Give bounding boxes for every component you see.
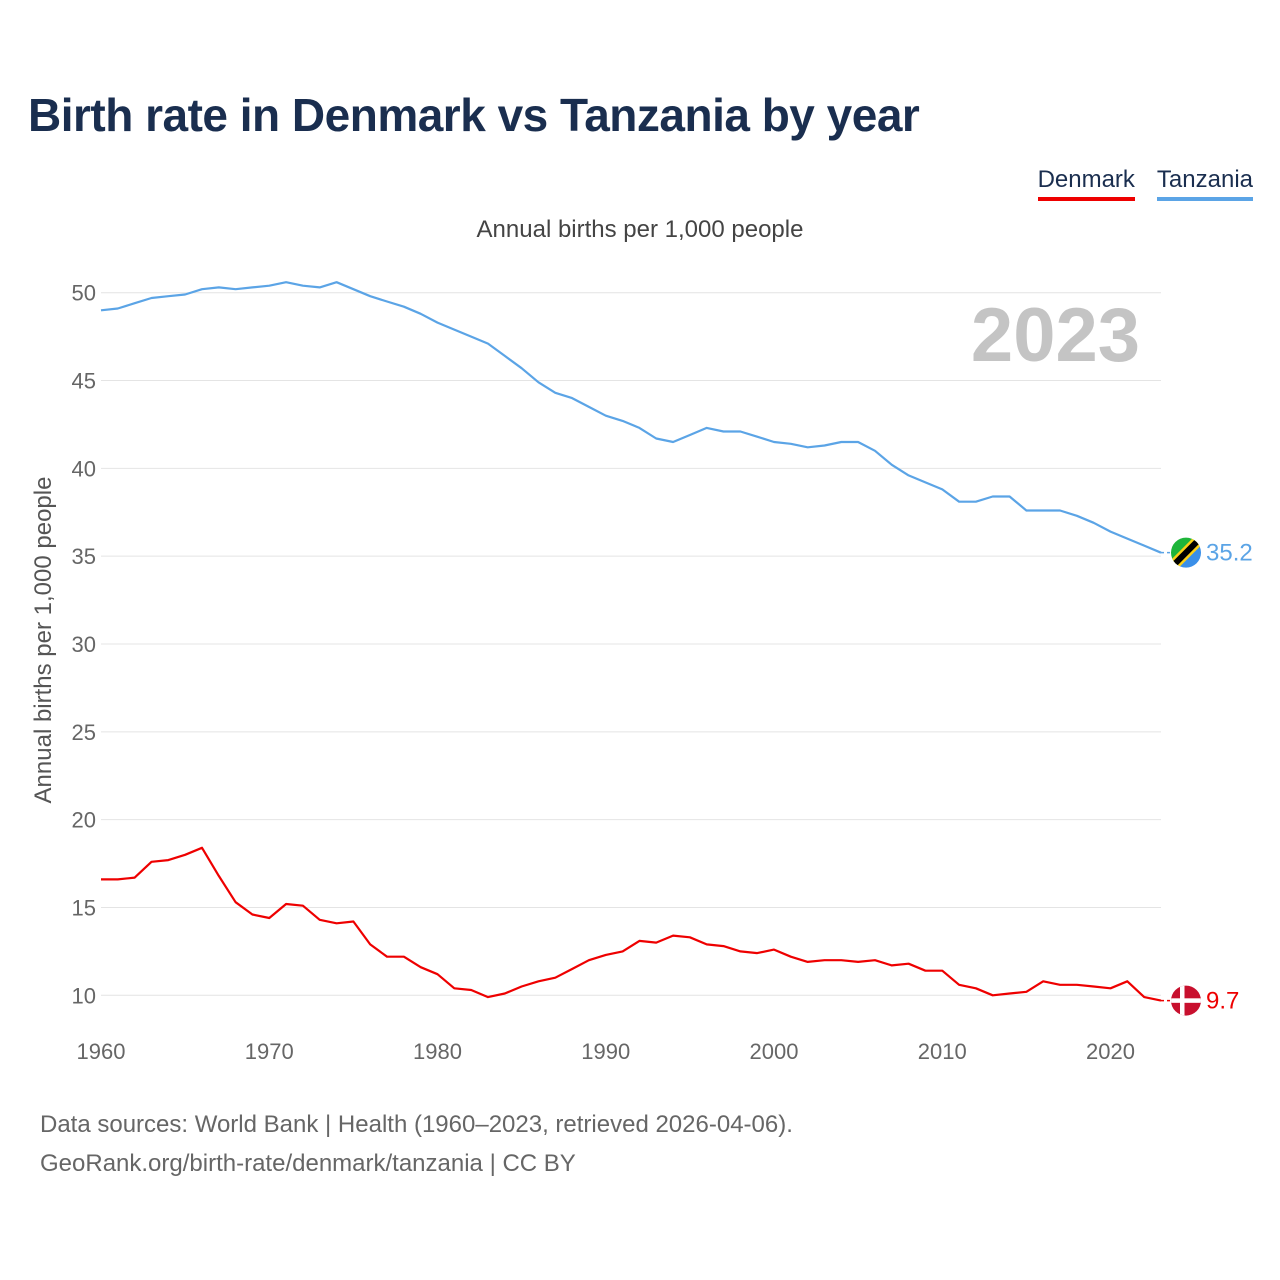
data-source-note: Data sources: World Bank | Health (1960–… <box>40 1111 793 1138</box>
y-axis-label: Annual births per 1,000 people <box>30 477 57 804</box>
y-tick-label: 40 <box>72 456 96 481</box>
x-tick-label: 1960 <box>77 1039 126 1064</box>
end-markers: 9.7 35.2 <box>1161 537 1253 1016</box>
x-tick-label: 2000 <box>750 1039 799 1064</box>
chart-title: Birth rate in Denmark vs Tanzania by yea… <box>28 89 920 141</box>
y-tick-label: 20 <box>72 808 96 833</box>
y-tick-label: 50 <box>72 281 96 306</box>
y-tick-label: 15 <box>72 895 96 920</box>
line-chart: 10 15 20 25 30 35 40 45 50 1960 1970 1980 1990 2000 2… <box>30 281 1253 1064</box>
y-tick-label: 45 <box>72 369 96 394</box>
x-tick-label: 1970 <box>245 1039 294 1064</box>
y-tick-label: 10 <box>72 983 96 1008</box>
footer: Data sources: World Bank | Health (1960–… <box>40 1105 793 1183</box>
legend-item-denmark[interactable]: Denmark <box>1037 166 1135 201</box>
series-line-denmark[interactable] <box>101 846 1162 1002</box>
grid-layer <box>101 292 1161 996</box>
legend-item-tanzania[interactable]: Tanzania <box>1156 166 1253 201</box>
x-axis: 1960 1970 1980 1990 2000 2010 2020 <box>77 1039 1135 1064</box>
end-value-label: 35.2 <box>1206 540 1253 567</box>
denmark-flag-icon <box>1171 985 1201 1016</box>
y-axis: 10 15 20 25 30 35 40 45 50 <box>72 281 96 1009</box>
year-badge: 2023 <box>971 293 1140 378</box>
y-tick-label: 35 <box>72 544 96 569</box>
series-layer <box>100 281 1162 1002</box>
x-tick-label: 2020 <box>1086 1039 1135 1064</box>
tanzania-flag-icon <box>1171 537 1201 568</box>
source-url[interactable]: GeoRank.org/birth-rate/denmark/tanzania … <box>40 1150 576 1177</box>
x-tick-label: 1990 <box>581 1039 630 1064</box>
chart-subtitle: Annual births per 1,000 people <box>476 216 804 243</box>
series-line-tanzania[interactable] <box>100 281 1162 554</box>
y-tick-label: 30 <box>72 632 96 657</box>
legend: Denmark Tanzania <box>1037 166 1253 201</box>
end-value-label: 9.7 <box>1206 988 1239 1015</box>
x-tick-label: 1980 <box>413 1039 462 1064</box>
x-tick-label: 2010 <box>918 1039 967 1064</box>
y-tick-label: 25 <box>72 720 96 745</box>
